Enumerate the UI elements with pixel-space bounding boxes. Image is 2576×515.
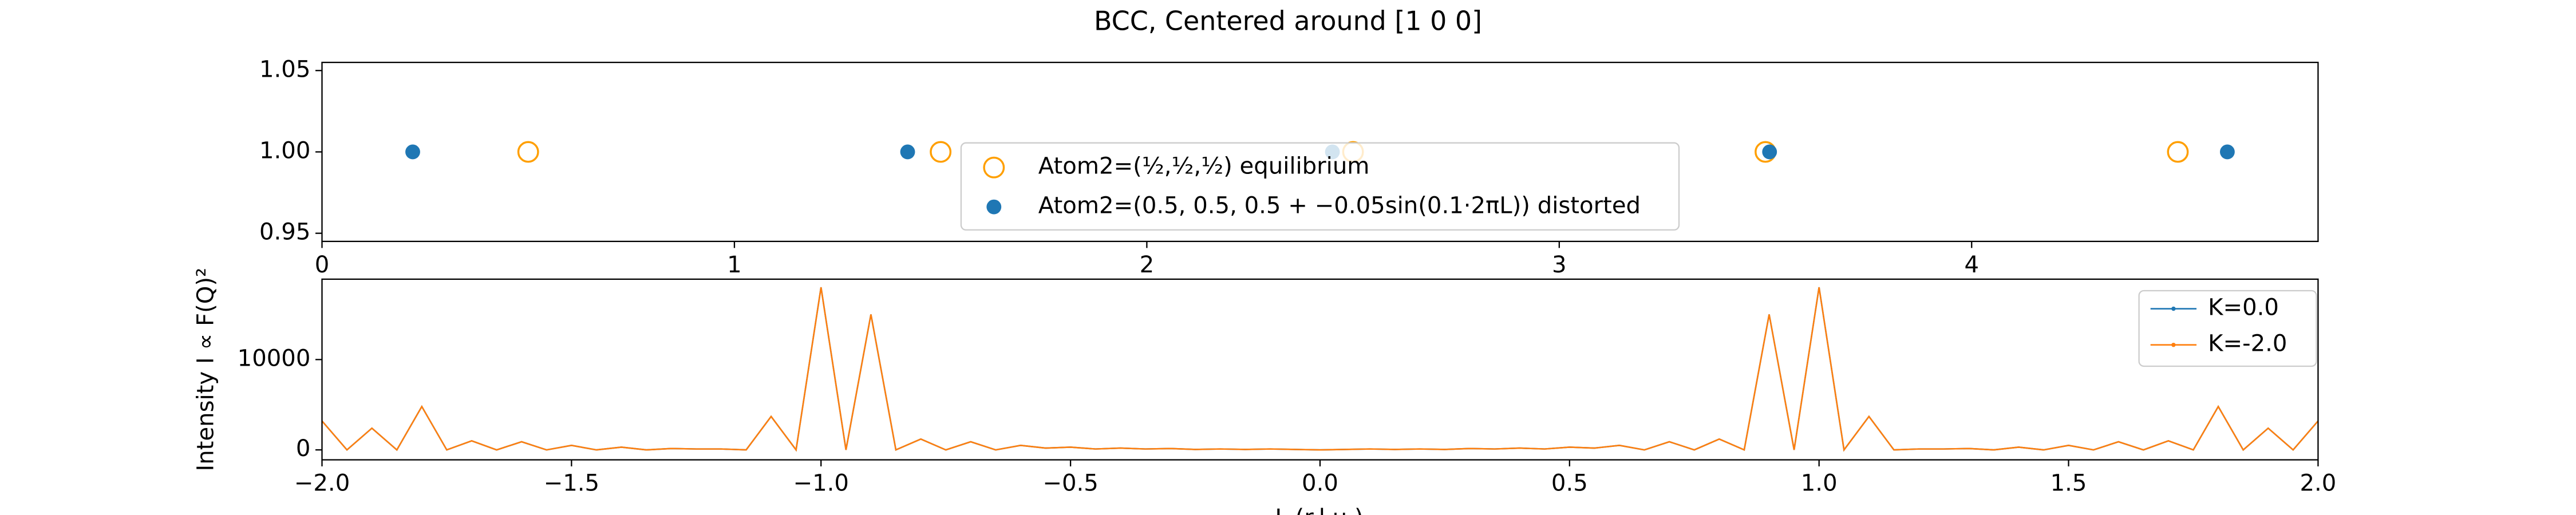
point: [930, 141, 952, 163]
x-tick-label: 0.5: [1551, 470, 1588, 497]
legend-label: Atom2=(0.5, 0.5, 0.5 + −0.05sin(0.1·2πL)…: [1038, 193, 1641, 219]
legend-marker: [986, 199, 1002, 215]
point: [405, 144, 420, 160]
chart-title: BCC, Centered around [1 0 0]: [1094, 6, 1482, 37]
x-tick-label: 1: [727, 252, 742, 278]
x-axis-label: L (r.l.u.): [1275, 505, 1363, 515]
y-tick-label: 10000: [238, 345, 311, 371]
x-tick-label: −1.5: [544, 470, 600, 497]
x-tick-label: 1.0: [1801, 470, 1838, 497]
x-tick-label: 4: [1964, 252, 1979, 278]
legend-marker: [2171, 306, 2176, 311]
point: [2220, 144, 2235, 160]
legend-marker: [2171, 342, 2176, 347]
x-tick-label: −2.0: [294, 470, 350, 497]
legend-marker: [983, 156, 1005, 179]
y-tick-label: 0.95: [259, 219, 310, 245]
point: [900, 144, 915, 160]
legend-box: [2138, 290, 2317, 367]
series-line: [321, 287, 2319, 452]
plot-frame: [321, 61, 2319, 243]
x-tick-label: 2: [1140, 252, 1155, 278]
x-tick-label: −1.0: [793, 470, 849, 497]
legend-box: [960, 142, 1680, 231]
x-tick-label: 0: [315, 252, 330, 278]
point: [2167, 141, 2189, 163]
x-tick-label: −0.5: [1042, 470, 1099, 497]
point: [1762, 144, 1777, 160]
x-tick-label: 2.0: [2300, 470, 2336, 497]
point: [517, 141, 539, 163]
y-tick-label: 1.05: [259, 56, 310, 82]
y-axis-label: Intensity I ∝ F(Q)²: [193, 268, 219, 472]
plot-frame: [321, 278, 2319, 461]
legend-label: K=0.0: [2208, 295, 2279, 321]
legend-label: Atom2=(½,½,½) equilibrium: [1038, 153, 1370, 180]
x-tick-label: 3: [1552, 252, 1567, 278]
legend-label: K=-2.0: [2208, 331, 2287, 357]
y-tick-label: 0: [296, 435, 311, 462]
x-tick-label: 0.0: [1302, 470, 1338, 497]
y-tick-label: 1.00: [259, 137, 310, 164]
x-tick-label: 1.5: [2050, 470, 2087, 497]
